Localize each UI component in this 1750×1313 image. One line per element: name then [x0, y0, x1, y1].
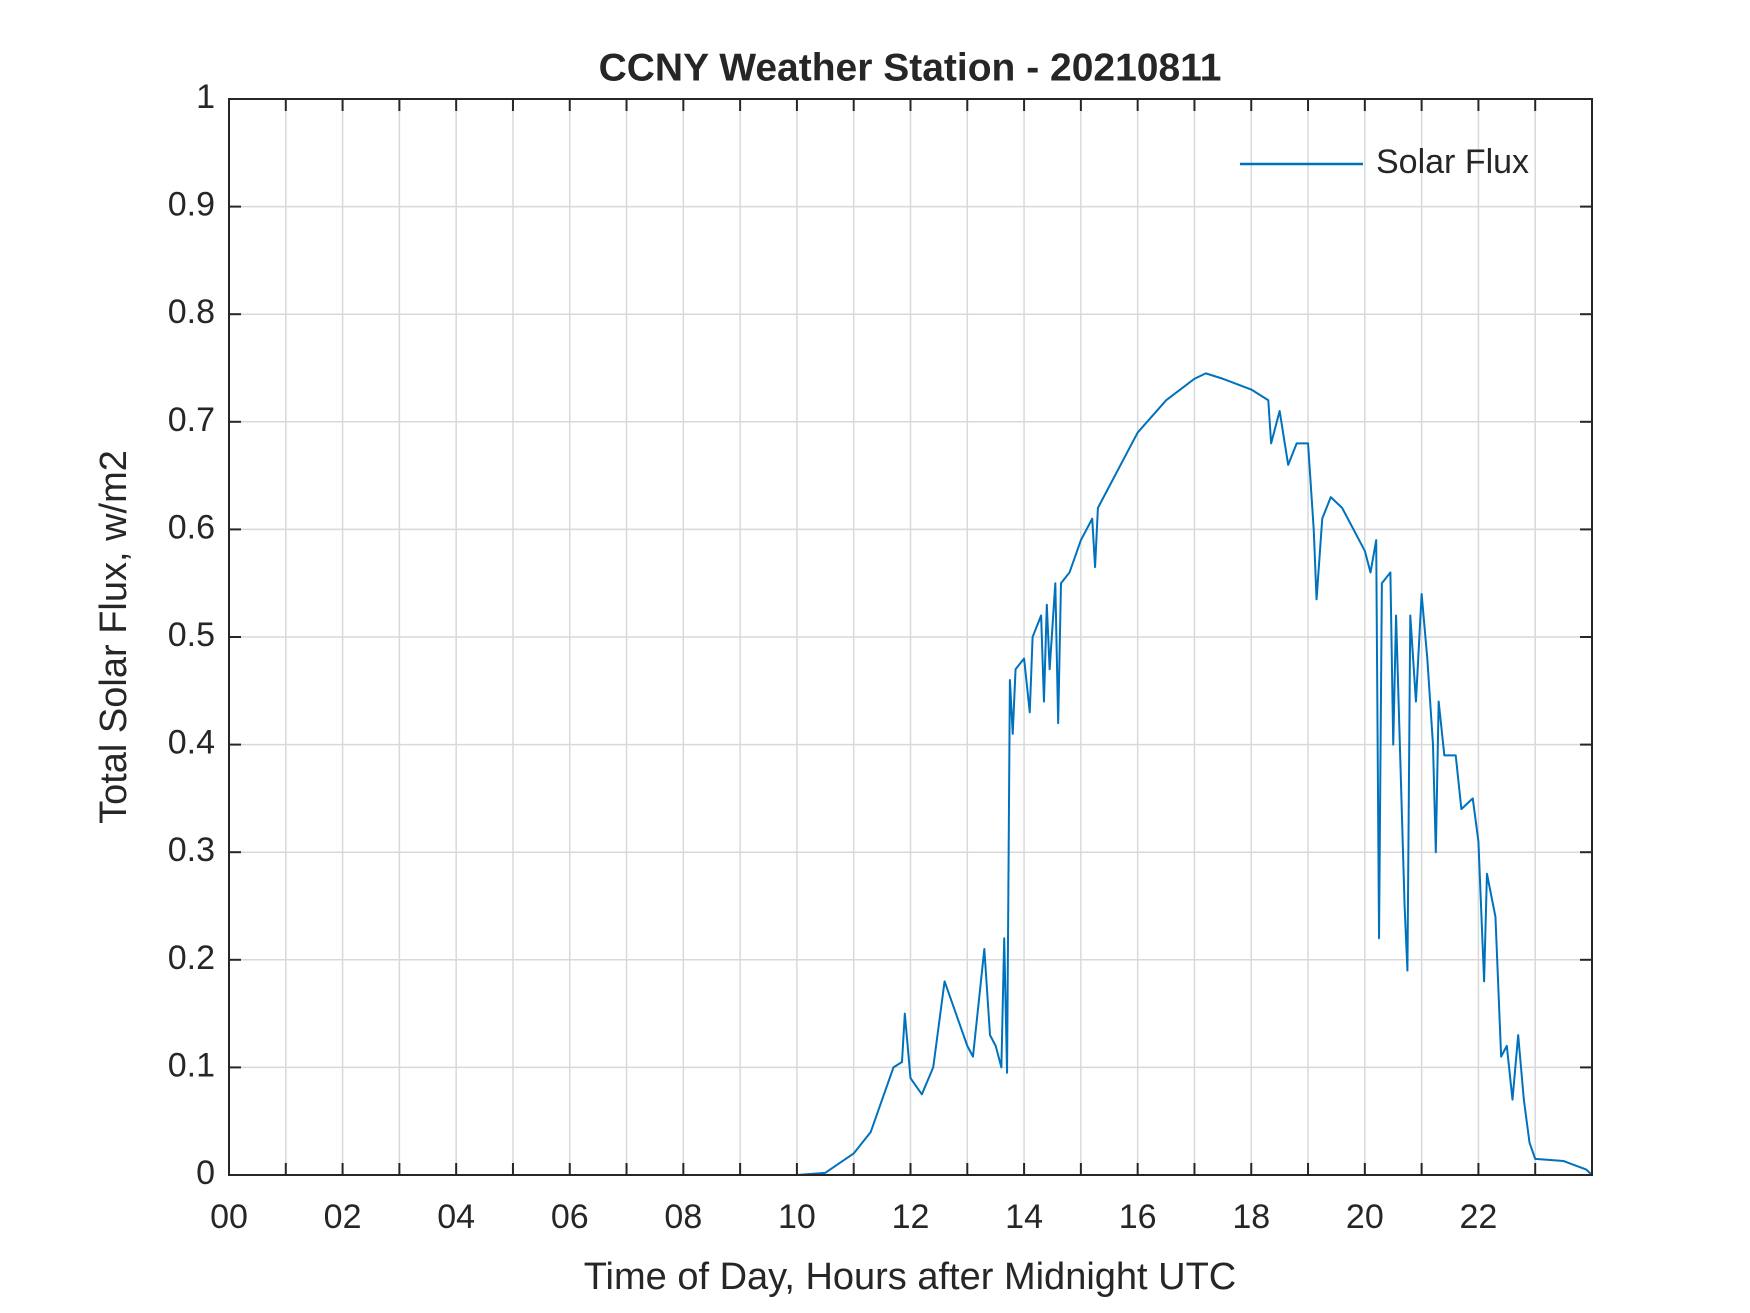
y-tick-label: 0.1 [168, 1046, 215, 1084]
x-tick-label: 20 [1346, 1198, 1384, 1236]
y-tick-label: 1 [196, 78, 215, 116]
x-tick-label: 08 [664, 1198, 702, 1236]
x-tick-label: 04 [437, 1198, 475, 1236]
x-tick-label: 16 [1119, 1198, 1157, 1236]
y-tick-label: 0.7 [168, 401, 215, 439]
y-tick-label: 0.6 [168, 508, 215, 546]
data-line [229, 372, 1593, 1176]
chart-title: CCNY Weather Station - 20210811 [599, 46, 1222, 89]
x-tick-label: 18 [1232, 1198, 1270, 1236]
y-tick-label: 0.4 [168, 724, 215, 762]
x-tick-label: 14 [1005, 1198, 1043, 1236]
x-tick-label: 10 [778, 1198, 816, 1236]
y-tick-label: 0.5 [168, 616, 215, 654]
x-tick-label: 22 [1460, 1198, 1498, 1236]
y-tick-label: 0.2 [168, 939, 215, 977]
x-tick-label: 12 [892, 1198, 930, 1236]
x-tick-label: 02 [324, 1198, 362, 1236]
axes-box [228, 98, 1593, 1176]
legend-label: Solar Flux [1376, 143, 1529, 181]
plot-area [229, 372, 1593, 1176]
y-tick-label: 0.9 [168, 186, 215, 224]
y-tick-label: 0 [196, 1154, 215, 1192]
x-tick-label: 06 [551, 1198, 589, 1236]
x-tick-label: 00 [210, 1198, 248, 1236]
y-tick-label: 0.3 [168, 831, 215, 869]
y-axis-label: Total Solar Flux, w/m2 [93, 450, 135, 824]
y-tick-label: 0.8 [168, 293, 215, 331]
x-axis-label: Time of Day, Hours after Midnight UTC [584, 1256, 1237, 1298]
